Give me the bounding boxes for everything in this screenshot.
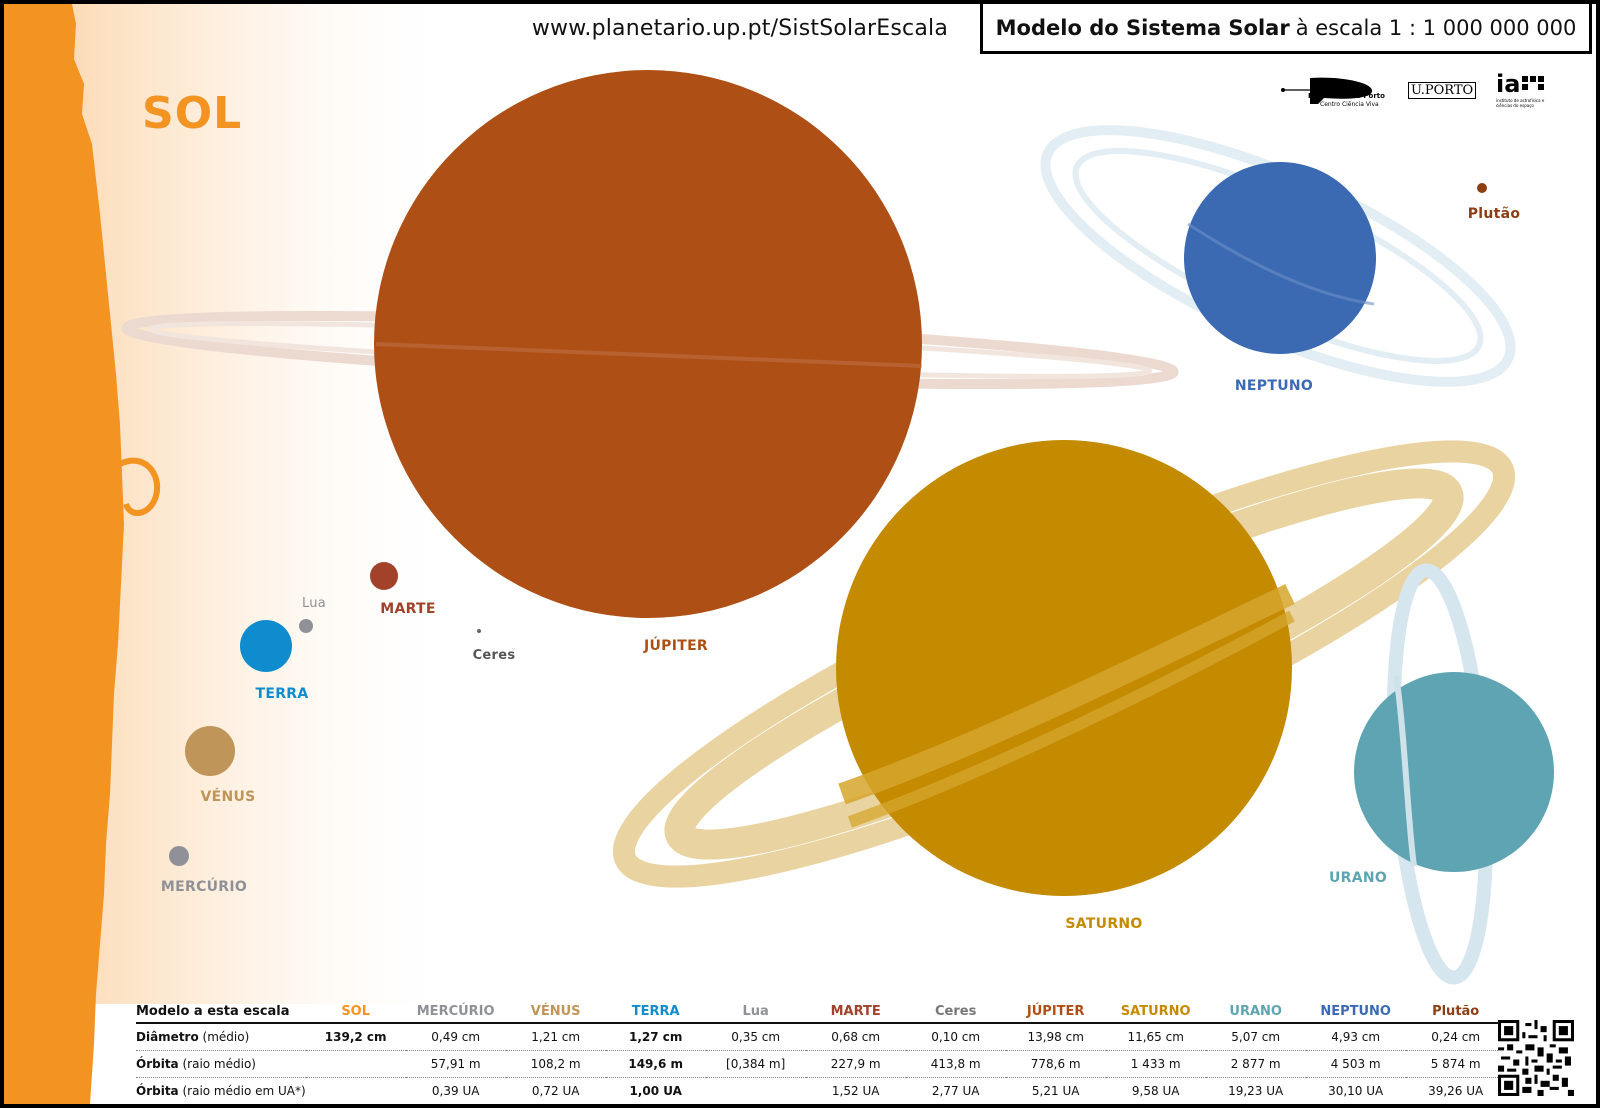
table-cell: 19,23 UA [1205, 1077, 1306, 1104]
row-label: Órbita (raio médio em UA*) [136, 1077, 306, 1104]
table-row: Diâmetro (médio) 139,2 cm 0,49 cm 1,21 c… [136, 1022, 1506, 1051]
row-label: Diâmetro (médio) [136, 1022, 306, 1051]
poster-title: Modelo do Sistema Solar à escala 1 : 1 0… [980, 4, 1592, 54]
table-cell: 5,21 UA [1005, 1077, 1106, 1104]
col-plutao: Plutão [1432, 1003, 1480, 1019]
uranus [1354, 672, 1554, 872]
label-uranus: URANO [1328, 870, 1388, 886]
table-cell: 0,72 UA [505, 1077, 606, 1104]
col-sol: SOL [341, 1003, 371, 1019]
solar-system-illustration [4, 4, 1554, 1104]
table-cell: 1,00 UA [605, 1077, 706, 1104]
label-neptune: NEPTUNO [1234, 378, 1314, 394]
label-earth: TERRA [255, 686, 309, 702]
label-jupiter: JÚPITER [643, 638, 709, 654]
website-url[interactable]: www.planetario.up.pt/SistSolarEscala [531, 16, 948, 41]
sun-shape [4, 4, 124, 1104]
table-cell: 227,9 m [805, 1050, 906, 1078]
table-cell: 139,2 cm [305, 1022, 406, 1051]
label-moon: Lua [301, 596, 327, 611]
table-cell: 13,98 cm [1005, 1022, 1106, 1051]
planetario-name: Planetário do Porto [1308, 92, 1385, 100]
saturn [836, 440, 1292, 896]
col-jupiter: JÚPITER [1026, 1003, 1085, 1019]
label-sun: SOL [142, 88, 243, 139]
table-cell: 1,52 UA [805, 1077, 906, 1104]
table-header: Modelo a esta escala SOL MERCÚRIO VÉNUS … [136, 1000, 1506, 1023]
table-cell: 0,35 cm [705, 1022, 806, 1051]
col-saturno: SATURNO [1120, 1003, 1191, 1019]
moon [299, 619, 313, 633]
table-cell: 0,49 cm [405, 1022, 506, 1051]
mars [370, 562, 398, 590]
table-cell: 30,10 UA [1305, 1077, 1406, 1104]
label-pluto: Plutão [1467, 206, 1521, 222]
col-ceres: Ceres [935, 1003, 977, 1019]
mercury [169, 846, 189, 866]
col-urano: URANO [1229, 1003, 1282, 1019]
earth [240, 620, 292, 672]
pluto [1477, 183, 1487, 193]
ia-grid-icon [1522, 76, 1544, 90]
table-cell: 4 503 m [1305, 1050, 1406, 1078]
title-scale: à escala 1 : 1 000 000 000 [1295, 15, 1577, 40]
venus [185, 726, 235, 776]
col-neptuno: NEPTUNO [1320, 1003, 1391, 1019]
table-header-label: Modelo a esta escala [136, 1003, 290, 1019]
table-cell: 1,27 cm [605, 1022, 706, 1051]
qr-code-icon[interactable] [1498, 1020, 1574, 1096]
table-cell: 5 874 m [1405, 1050, 1506, 1078]
table-cell: 11,65 cm [1105, 1022, 1206, 1051]
label-mars: MARTE [380, 601, 436, 617]
table-cell: 39,26 UA [1405, 1077, 1506, 1104]
table-cell: 149,6 m [605, 1050, 706, 1078]
label-ceres: Ceres [472, 648, 516, 663]
table-cell: 778,6 m [1005, 1050, 1106, 1078]
table-cell: 0,10 cm [905, 1022, 1006, 1051]
table-cell: 2,77 UA [905, 1077, 1006, 1104]
uporto-logo: U.PORTO [1408, 82, 1477, 99]
ceres [477, 629, 481, 633]
table-cell [305, 1050, 406, 1078]
label-venus: VÉNUS [200, 789, 256, 805]
label-saturn: SATURNO [1065, 916, 1143, 932]
planetario-sub: Centro Ciência Viva [1320, 101, 1379, 108]
col-marte: MARTE [830, 1003, 881, 1019]
col-lua: Lua [742, 1003, 769, 1019]
table-cell: 0,24 cm [1405, 1022, 1506, 1051]
scale-table: Modelo a esta escala SOL MERCÚRIO VÉNUS … [136, 1000, 1506, 1104]
sun-prominence [118, 457, 161, 516]
ia-logo-text: instituto de astrofísica e ciências do e… [1496, 98, 1545, 108]
table-cell: 1,21 cm [505, 1022, 606, 1051]
neptune [1184, 162, 1376, 354]
jupiter [374, 70, 922, 618]
table-cell: 4,93 cm [1305, 1022, 1406, 1051]
table-cell: 108,2 m [505, 1050, 606, 1078]
col-terra: TERRA [631, 1003, 680, 1019]
row-label: Órbita (raio médio) [136, 1050, 306, 1078]
col-venus: VÉNUS [530, 1003, 581, 1019]
table-cell: [0,384 m] [705, 1050, 806, 1078]
logos: Planetário do Porto Centro Ciência Viva … [1281, 70, 1580, 112]
table-cell: 57,91 m [405, 1050, 506, 1078]
sun-glow [64, 4, 464, 1004]
table-cell [705, 1077, 806, 1104]
table-cell: 9,58 UA [1105, 1077, 1206, 1104]
table-cell: 2 877 m [1205, 1050, 1306, 1078]
col-mercurio: MERCÚRIO [416, 1003, 495, 1019]
table-cell: 0,39 UA [405, 1077, 506, 1104]
table-cell: 413,8 m [905, 1050, 1006, 1078]
table-row: Órbita (raio médio) 57,91 m 108,2 m 149,… [136, 1050, 1506, 1078]
table-cell [305, 1077, 406, 1104]
table-row: Órbita (raio médio em UA*) 0,39 UA 0,72 … [136, 1077, 1506, 1104]
label-mercury: MERCÚRIO [160, 879, 248, 895]
table-cell: 1 433 m [1105, 1050, 1206, 1078]
ia-logo-mark: ia [1496, 70, 1521, 98]
table-cell: 5,07 cm [1205, 1022, 1306, 1051]
poster: SOL JÚPITER NEPTUNO Plutão SATURNO URANO… [4, 4, 1596, 1104]
title-bold: Modelo do Sistema Solar [995, 15, 1290, 40]
planetario-logo-icon [1281, 77, 1373, 104]
table-cell: 0,68 cm [805, 1022, 906, 1051]
